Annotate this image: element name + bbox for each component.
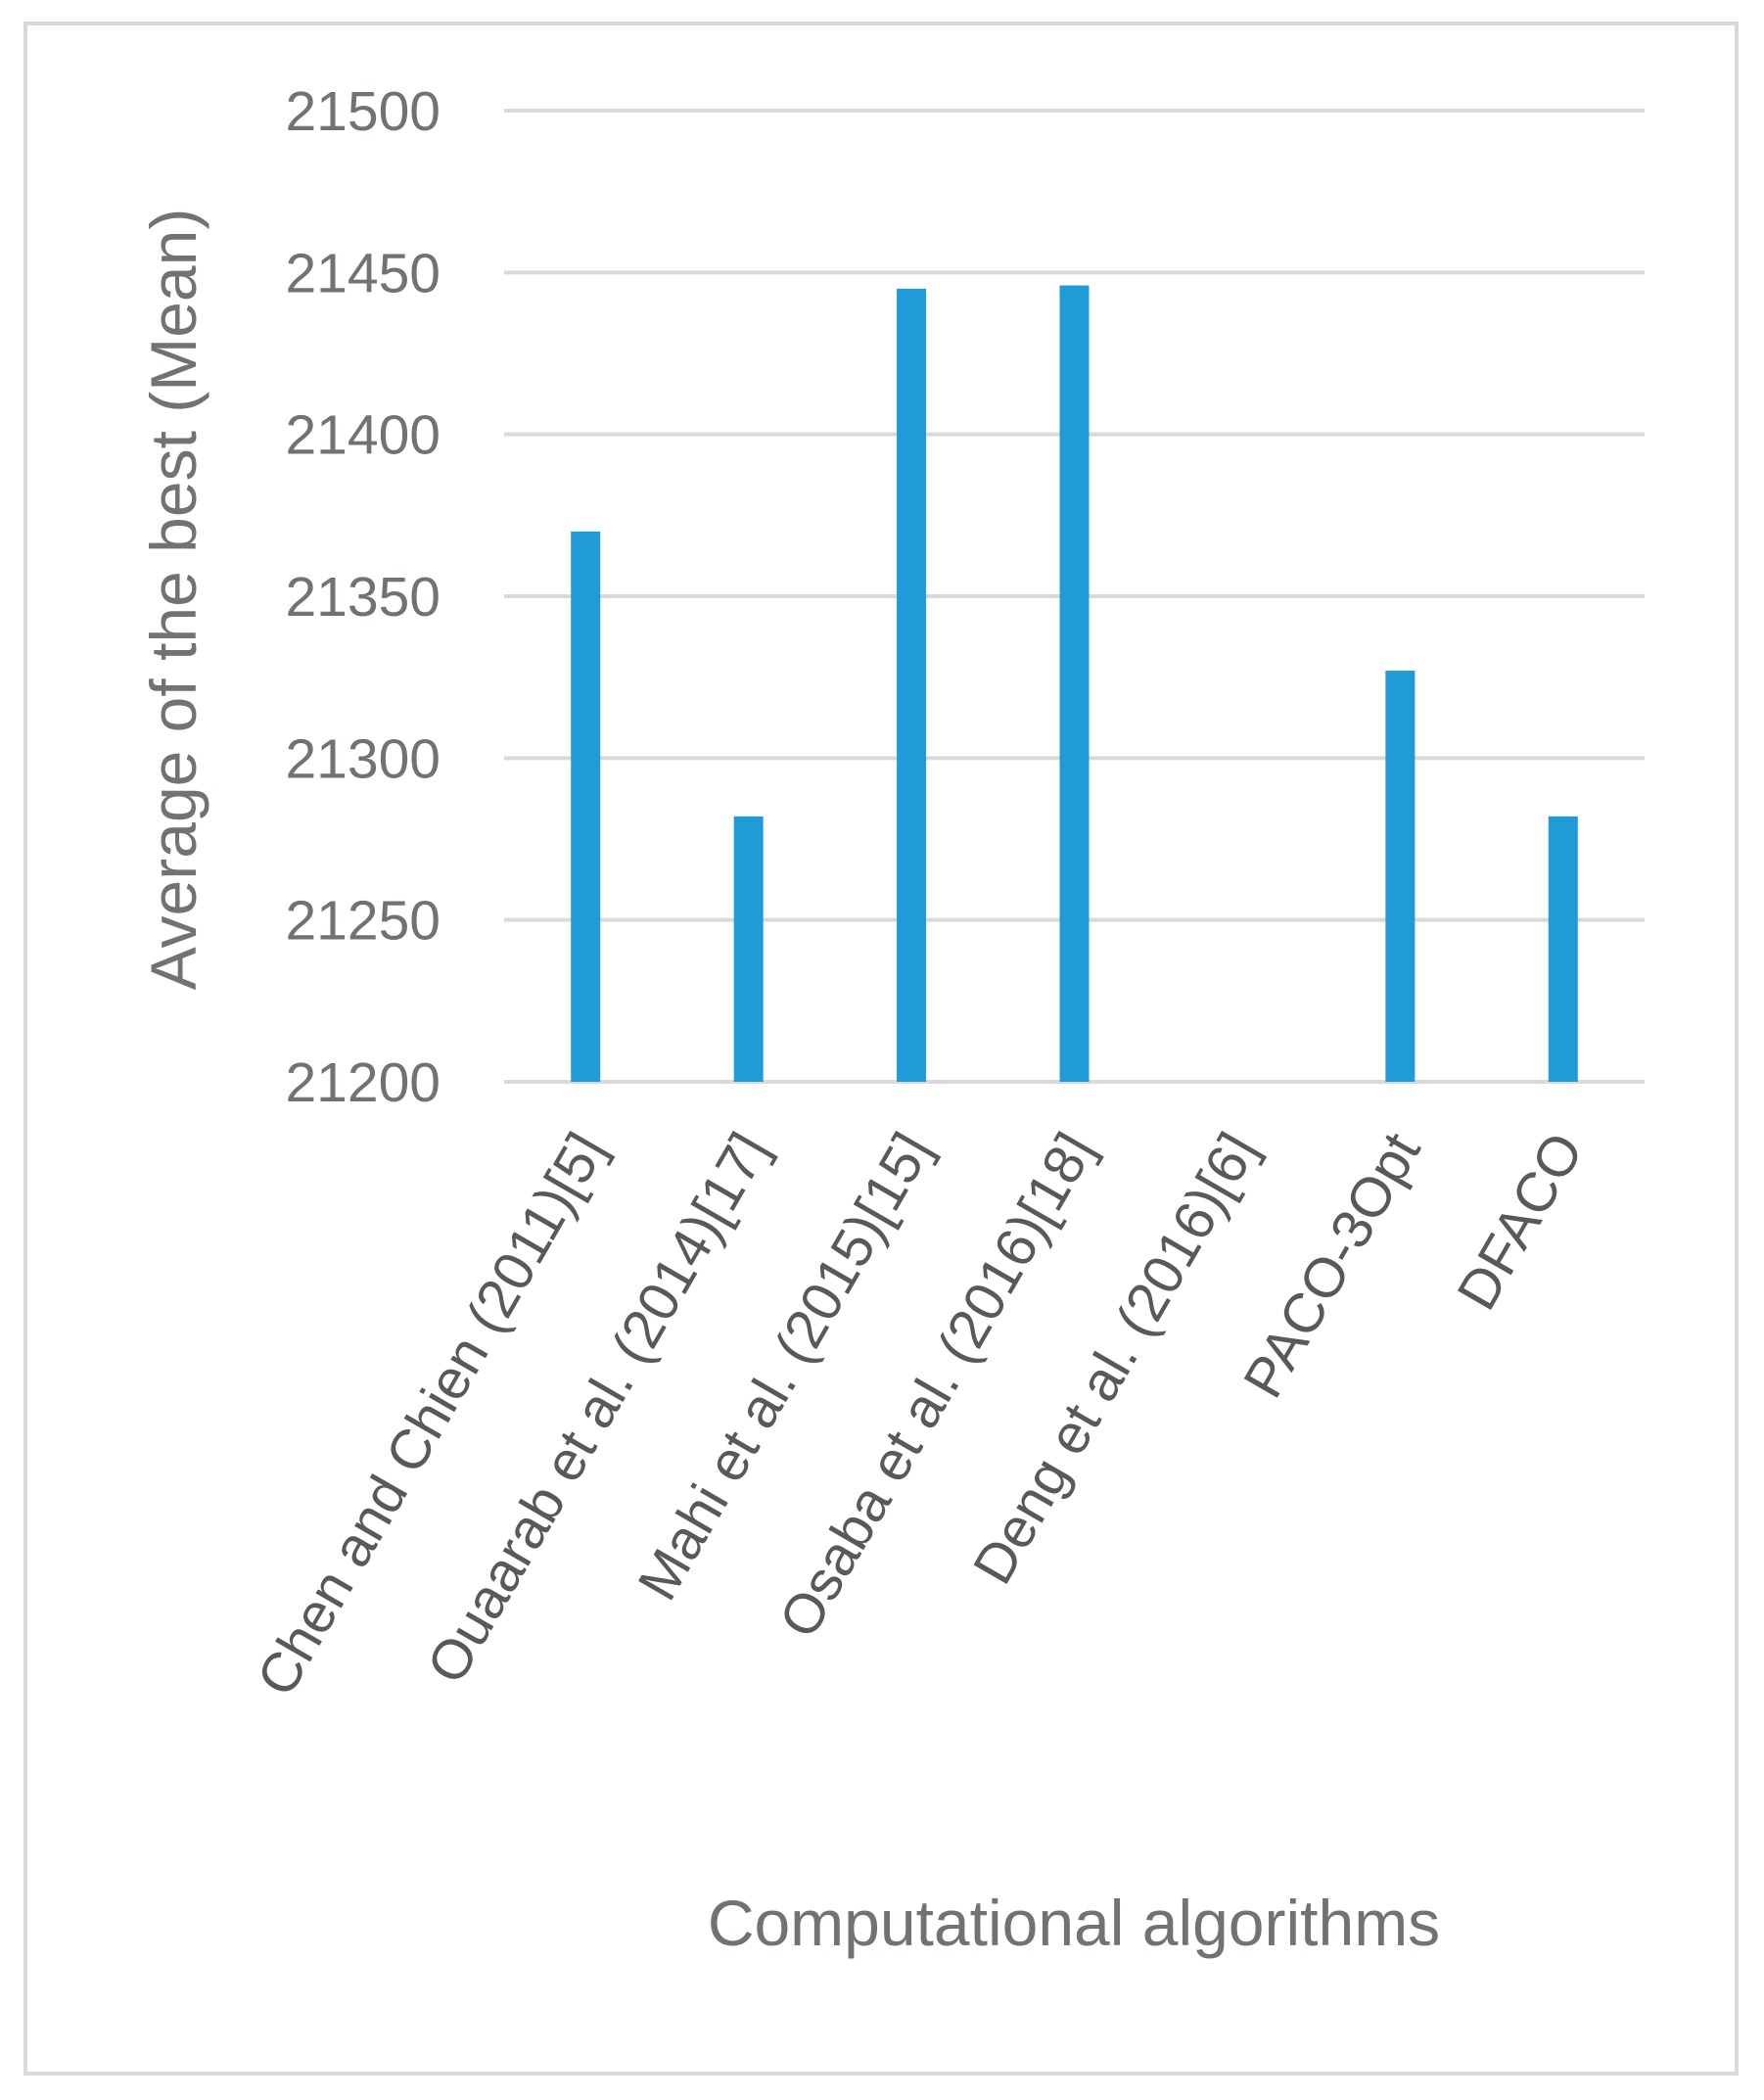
bar-5 (1385, 671, 1416, 1082)
x-tick-label: DFACO (1445, 1123, 1596, 1321)
bar-2 (897, 288, 927, 1082)
bar-3 (1059, 285, 1090, 1082)
x-axis-title: Computational algorithms (708, 1887, 1440, 1959)
bar-1 (733, 816, 764, 1082)
y-tick-label: 21300 (285, 727, 441, 790)
bar-0 (571, 531, 601, 1082)
bar-6 (1548, 816, 1578, 1082)
y-tick-label: 21350 (285, 566, 441, 629)
x-tick-label: Deng et al. (2016)[6] (961, 1123, 1270, 1595)
y-tick-label: 21400 (285, 404, 441, 467)
x-tick-label: Osaba et al. (2016)[18] (767, 1123, 1107, 1649)
x-tick-label: Mahi et al. (2015)[15] (627, 1123, 945, 1610)
y-tick-label: 21200 (285, 1051, 441, 1114)
y-tick-label: 21250 (285, 890, 441, 953)
chart-frame (23, 22, 1739, 2076)
y-axis-title: Average of the best (Mean) (137, 209, 209, 991)
y-tick-label: 21450 (285, 242, 441, 304)
y-tick-labels: 21200 21250 21300 21350 21400 21450 21500 (285, 80, 441, 1114)
bars (571, 285, 1578, 1082)
x-tick-labels: Chen and Chien (2011)[5]Ouaarab et al. (… (245, 1122, 1596, 1706)
y-tick-label: 21500 (285, 80, 441, 143)
